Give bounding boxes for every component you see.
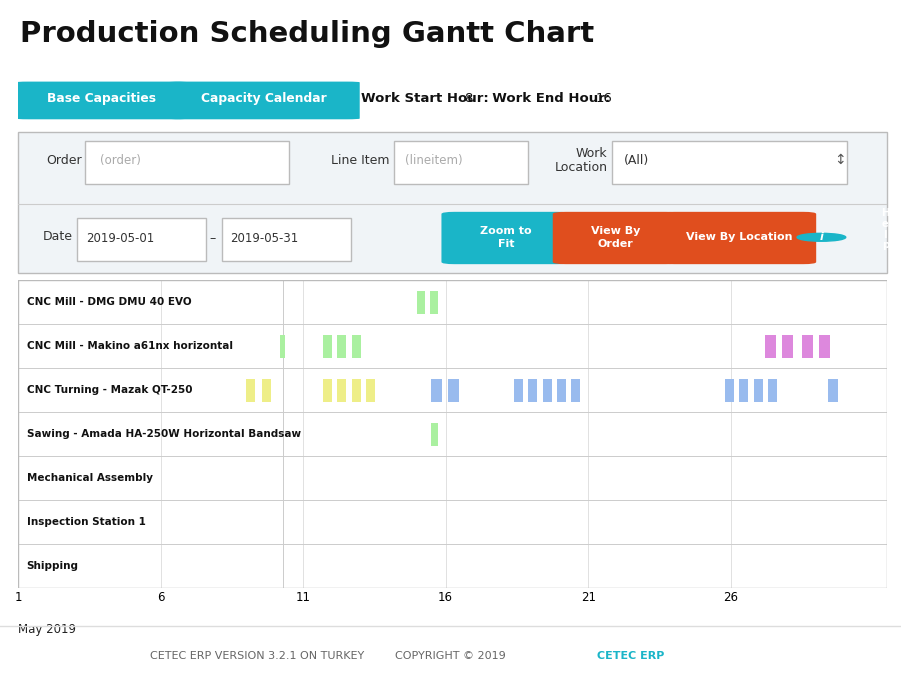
Bar <box>280 335 286 358</box>
Bar <box>337 335 346 358</box>
Bar <box>802 335 813 358</box>
Text: Inspection Station 1: Inspection Station 1 <box>26 517 145 527</box>
Text: CNC Mill - Makino a61nx horizontal: CNC Mill - Makino a61nx horizontal <box>26 341 232 351</box>
Bar <box>430 291 438 313</box>
Bar <box>514 379 523 402</box>
Text: Date: Date <box>42 230 73 243</box>
Text: Shipping: Shipping <box>26 561 78 571</box>
Text: Capacity Calendar: Capacity Calendar <box>201 92 327 105</box>
Text: Sawing - Amada HA-250W Horizontal Bandsaw: Sawing - Amada HA-250W Horizontal Bandsa… <box>26 429 301 439</box>
FancyBboxPatch shape <box>77 218 205 260</box>
Text: 8: 8 <box>464 92 472 105</box>
Bar <box>765 335 776 358</box>
Bar <box>323 335 332 358</box>
Text: CETEC ERP VERSION 3.2.1 ON TURKEY: CETEC ERP VERSION 3.2.1 ON TURKEY <box>150 651 364 662</box>
Bar <box>351 335 360 358</box>
FancyBboxPatch shape <box>441 212 570 264</box>
Text: Work End Hour:: Work End Hour: <box>483 92 611 105</box>
Bar <box>337 379 346 402</box>
Bar <box>417 291 425 313</box>
Text: Mechanical Assembly: Mechanical Assembly <box>26 473 152 483</box>
Bar <box>819 335 830 358</box>
Bar <box>768 379 777 402</box>
Text: Order: Order <box>46 154 81 167</box>
Bar <box>753 379 762 402</box>
Bar <box>432 379 441 402</box>
Text: View By Location: View By Location <box>686 233 792 242</box>
Text: 2019-05-31: 2019-05-31 <box>230 232 298 245</box>
Bar <box>725 379 734 402</box>
FancyBboxPatch shape <box>661 212 816 264</box>
Text: View By
Order: View By Order <box>591 226 640 249</box>
FancyBboxPatch shape <box>223 218 351 260</box>
Bar <box>557 379 566 402</box>
FancyBboxPatch shape <box>15 82 187 119</box>
Bar <box>571 379 580 402</box>
FancyBboxPatch shape <box>394 141 528 184</box>
Text: 2019-05-01: 2019-05-01 <box>86 232 154 245</box>
Text: (All): (All) <box>624 154 650 167</box>
Circle shape <box>797 233 846 241</box>
Text: Location: Location <box>554 160 607 174</box>
Text: Work Start Hour:: Work Start Hour: <box>361 92 489 105</box>
Text: Work: Work <box>576 147 607 160</box>
Bar <box>449 379 459 402</box>
Text: Base Capacities: Base Capacities <box>47 92 156 105</box>
Bar <box>262 379 271 402</box>
Bar <box>828 379 838 402</box>
Text: i: i <box>820 233 824 242</box>
Text: CNC Mill - DMG DMU 40 EVO: CNC Mill - DMG DMU 40 EVO <box>26 297 191 307</box>
Bar <box>542 379 551 402</box>
Text: Zoom to
Fit: Zoom to Fit <box>480 226 532 249</box>
Text: COPYRIGHT © 2019: COPYRIGHT © 2019 <box>396 651 505 662</box>
FancyBboxPatch shape <box>612 141 847 184</box>
Text: –: – <box>210 232 216 245</box>
Text: (lineitem): (lineitem) <box>405 154 462 167</box>
Bar <box>782 335 793 358</box>
FancyBboxPatch shape <box>552 212 678 264</box>
Text: May 2019: May 2019 <box>18 622 76 636</box>
Text: Line Item: Line Item <box>331 154 389 167</box>
Text: H
e
l
p: H e l p <box>881 208 889 250</box>
Text: Production Scheduling Gantt Chart: Production Scheduling Gantt Chart <box>20 20 594 48</box>
Bar <box>351 379 360 402</box>
Bar <box>432 423 438 445</box>
Bar <box>366 379 375 402</box>
Bar <box>528 379 537 402</box>
Text: (order): (order) <box>100 154 141 167</box>
Text: ↕: ↕ <box>833 153 845 167</box>
Text: CETEC ERP: CETEC ERP <box>597 651 664 662</box>
FancyBboxPatch shape <box>85 141 289 184</box>
Text: CNC Turning - Mazak QT-250: CNC Turning - Mazak QT-250 <box>26 385 192 395</box>
FancyBboxPatch shape <box>168 82 359 119</box>
Text: 16: 16 <box>596 92 612 105</box>
Bar <box>323 379 332 402</box>
Bar <box>739 379 749 402</box>
Bar <box>246 379 255 402</box>
FancyBboxPatch shape <box>18 132 887 273</box>
